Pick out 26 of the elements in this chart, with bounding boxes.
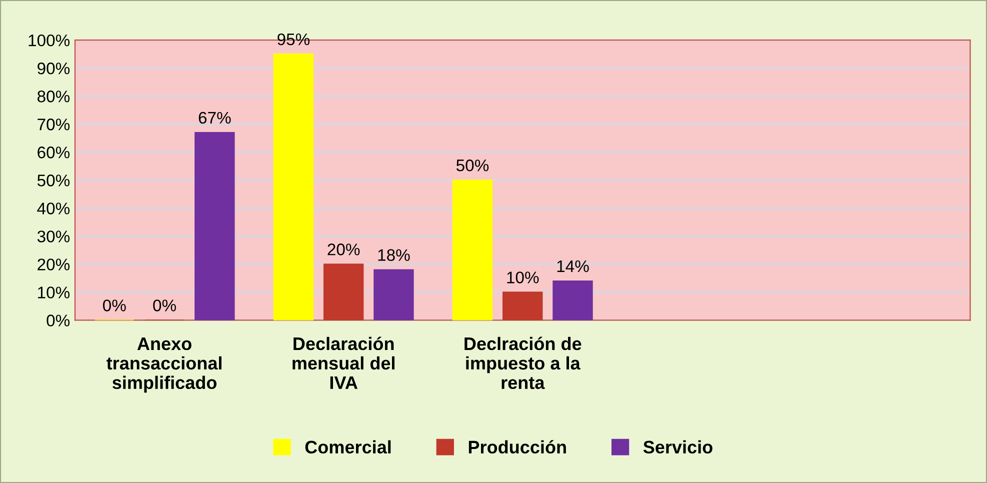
x-tick-label: Declración de impuesto a la renta — [464, 336, 582, 390]
x-tick-label: Declaración mensual del IVA — [292, 336, 394, 389]
y-tick-label: 40% — [37, 202, 70, 214]
data-label: 50% — [456, 160, 489, 172]
legend-label: Servicio — [643, 440, 712, 454]
legend-label: Comercial — [305, 440, 391, 454]
y-tick-label: 50% — [37, 174, 70, 186]
data-label: 10% — [507, 272, 539, 284]
data-label: 20% — [328, 244, 360, 256]
legend-label: Producción — [468, 440, 566, 454]
data-label: 95% — [278, 33, 310, 46]
y-tick-label: 30% — [37, 230, 70, 242]
data-label: 18% — [378, 249, 410, 261]
y-tick-label: 20% — [38, 258, 70, 270]
y-tick-label: 10% — [38, 286, 70, 298]
y-tick-label: 100% — [28, 34, 70, 46]
data-label: 0% — [103, 300, 126, 312]
data-label: 14% — [557, 260, 589, 272]
y-tick-label: 0% — [46, 314, 70, 326]
data-label: 67% — [198, 112, 231, 124]
y-tick-label: 90% — [38, 62, 70, 74]
y-tick-label: 60% — [38, 146, 70, 158]
y-tick-label: 80% — [38, 90, 70, 102]
x-tick-label: Anexo transaccional simplificado — [106, 338, 222, 393]
y-tick-label: 70% — [38, 118, 70, 130]
data-label: 0% — [153, 300, 176, 312]
